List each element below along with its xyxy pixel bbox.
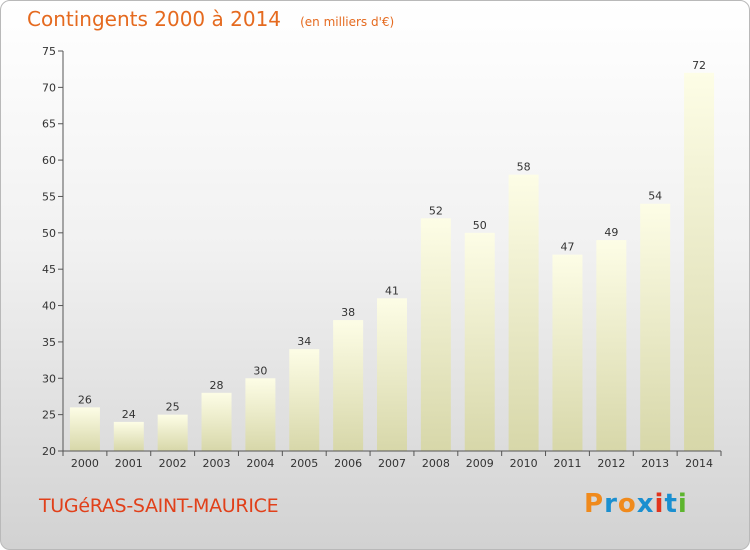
brand-letter: x: [636, 489, 655, 519]
bar: [157, 414, 188, 451]
x-tick-label: 2012: [597, 457, 625, 470]
bar: [552, 254, 583, 451]
brand-letter: o: [617, 489, 637, 519]
data-label: 34: [297, 335, 311, 348]
bar: [69, 407, 100, 451]
bar: [245, 378, 276, 451]
bar: [596, 240, 627, 451]
data-label: 58: [517, 161, 531, 174]
bar: [113, 421, 144, 451]
brand-letter: i: [677, 489, 688, 519]
data-label: 38: [341, 306, 355, 319]
y-tick-label: 50: [42, 227, 56, 240]
data-label: 72: [692, 59, 706, 72]
chart-title: Contingents 2000 à 2014: [27, 7, 282, 31]
x-tick-label: 2001: [115, 457, 143, 470]
x-tick-label: 2014: [685, 457, 713, 470]
proxiti-logo: Proxiti: [584, 489, 688, 519]
bar: [377, 298, 407, 451]
brand-letter: r: [604, 489, 618, 519]
data-label: 49: [604, 226, 618, 239]
data-label: 25: [166, 401, 180, 414]
x-tick-label: 2004: [246, 457, 274, 470]
bar: [420, 218, 451, 451]
brand-letter: i: [654, 489, 665, 519]
bar: [640, 203, 671, 451]
brand-letter: t: [664, 489, 678, 519]
x-tick-label: 2005: [290, 457, 318, 470]
data-label: 41: [385, 284, 399, 297]
x-tick-label: 2011: [553, 457, 581, 470]
bar: [464, 232, 495, 451]
x-tick-label: 2003: [203, 457, 231, 470]
x-tick-label: 2007: [378, 457, 406, 470]
y-tick-label: 60: [42, 154, 56, 167]
x-tick-label: 2002: [159, 457, 187, 470]
y-tick-label: 70: [42, 81, 56, 94]
bars-layer: 26 24 25 28 30 34 38 41 52 50 58 47 49 54 72: [69, 59, 715, 452]
y-tick-label: 75: [42, 45, 56, 58]
y-tick-label: 20: [42, 445, 56, 458]
x-tick-label: 2009: [466, 457, 494, 470]
axis-layer: 20 25 30 35 40 45 50 55 60 65 70 75 2000 2001 2002 2003…: [42, 45, 722, 470]
x-tick-label: 2010: [510, 457, 538, 470]
x-tick-label: 2013: [641, 457, 669, 470]
data-label: 50: [473, 219, 487, 232]
bar: [333, 320, 364, 451]
data-label: 54: [648, 190, 662, 203]
data-label: 47: [560, 241, 574, 254]
data-label: 24: [122, 408, 136, 421]
data-label: 26: [78, 393, 92, 406]
bar: [201, 392, 232, 451]
bar: [289, 349, 320, 451]
brand-letter: P: [584, 489, 605, 519]
chart-subtitle: (en milliers d'€): [300, 15, 395, 29]
bar: [684, 72, 715, 452]
y-tick-label: 65: [42, 118, 56, 131]
y-tick-label: 30: [42, 372, 56, 385]
y-tick-label: 35: [42, 336, 56, 349]
x-tick-label: 2006: [334, 457, 362, 470]
chart-header: Contingents 2000 à 2014 (en milliers d'€…: [27, 7, 394, 31]
commune-name: TUGéRAS-SAINT-MAURICE: [39, 495, 279, 517]
x-tick-label: 2000: [71, 457, 99, 470]
y-tick-label: 40: [42, 300, 56, 313]
data-label: 28: [210, 379, 224, 392]
y-tick-label: 55: [42, 190, 56, 203]
data-label: 52: [429, 204, 443, 217]
bar: [508, 174, 539, 452]
x-tick-label: 2008: [422, 457, 450, 470]
data-label: 30: [253, 364, 267, 377]
y-tick-label: 45: [42, 263, 56, 276]
y-tick-label: 25: [42, 409, 56, 422]
